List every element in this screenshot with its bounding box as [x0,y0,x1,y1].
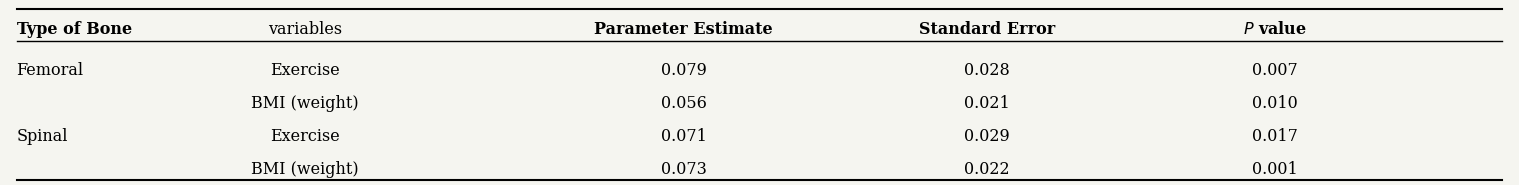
Text: 0.021: 0.021 [965,95,1010,112]
Text: Spinal: Spinal [17,128,68,145]
Text: Exercise: Exercise [270,62,340,79]
Text: 0.010: 0.010 [1252,95,1297,112]
Text: Standard Error: Standard Error [919,21,1056,38]
Text: 0.073: 0.073 [661,161,706,178]
Text: 0.071: 0.071 [661,128,706,145]
Text: 0.022: 0.022 [965,161,1010,178]
Text: 0.007: 0.007 [1252,62,1297,79]
Text: $\it{P}$ value: $\it{P}$ value [1243,21,1306,38]
Text: Exercise: Exercise [270,128,340,145]
Text: 0.029: 0.029 [965,128,1010,145]
Text: 0.056: 0.056 [661,95,706,112]
Text: 0.001: 0.001 [1252,161,1297,178]
Text: 0.079: 0.079 [661,62,706,79]
Text: BMI (weight): BMI (weight) [251,95,358,112]
Text: BMI (weight): BMI (weight) [251,161,358,178]
Text: Type of Bone: Type of Bone [17,21,132,38]
Text: Parameter Estimate: Parameter Estimate [594,21,773,38]
Text: 0.028: 0.028 [965,62,1010,79]
Text: Femoral: Femoral [17,62,84,79]
Text: 0.017: 0.017 [1252,128,1297,145]
Text: variables: variables [267,21,342,38]
